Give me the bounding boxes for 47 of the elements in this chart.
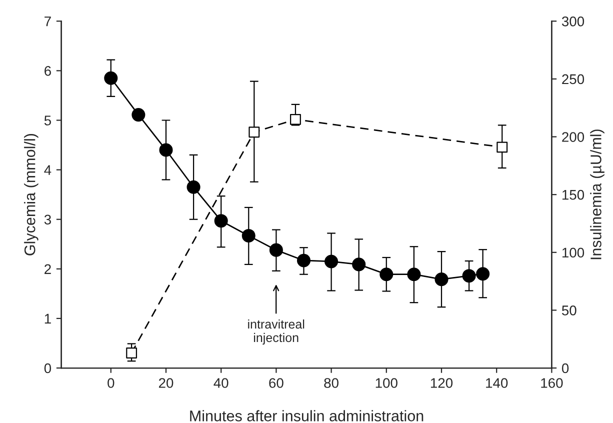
y-tick-label: 2: [44, 264, 51, 274]
point: [324, 254, 338, 268]
point: [269, 243, 283, 257]
y2-axis-title: Insulinemia (µU/ml): [590, 130, 604, 260]
x-tick-label: 120: [430, 378, 453, 388]
point: [296, 254, 311, 268]
point: [290, 114, 301, 125]
point: [126, 348, 138, 358]
point: [380, 268, 394, 282]
y-axis-title: Glycemia (mmol/l): [24, 134, 38, 256]
point: [214, 214, 228, 228]
x-tick-label: 160: [541, 378, 563, 388]
point: [186, 180, 200, 194]
x-tick-label: 140: [486, 378, 508, 388]
y-tick-label: 4: [44, 165, 52, 175]
y2-tick-label: 50: [562, 306, 576, 316]
y-tick-label: 5: [44, 116, 51, 126]
y-tick-label: 3: [44, 214, 51, 225]
point: [434, 272, 448, 286]
point: [248, 126, 260, 138]
y2-tick-label: 0: [562, 363, 569, 374]
point: [132, 108, 146, 122]
x-tick-label: 100: [376, 378, 398, 388]
y-tick-label: 7: [44, 16, 51, 26]
y-tick-label: 1: [44, 314, 51, 324]
point: [159, 143, 173, 157]
point: [496, 142, 508, 153]
y2-tick-label: 250: [562, 74, 584, 84]
point: [242, 228, 256, 242]
y2-tick-label: 150: [562, 190, 584, 200]
annotation: intravitreal injection: [248, 319, 304, 345]
point: [462, 269, 476, 283]
point: [407, 268, 421, 282]
x-tick-label: 40: [214, 378, 228, 388]
x-tick-label: 60: [269, 378, 284, 388]
point: [476, 267, 490, 281]
x-tick-label: 20: [158, 378, 174, 388]
y-tick-label: 0: [44, 363, 52, 374]
y2-tick-label: 300: [562, 16, 584, 26]
x-axis-title: Minutes after insulin administration: [190, 410, 424, 422]
y2-tick-label: 200: [562, 132, 584, 142]
y-tick-label: 6: [44, 66, 51, 76]
x-tick-label: 80: [324, 378, 338, 388]
y2-tick-label: 100: [562, 248, 584, 258]
point: [104, 71, 118, 85]
point: [352, 258, 366, 272]
x-tick-label: 0: [108, 378, 114, 388]
